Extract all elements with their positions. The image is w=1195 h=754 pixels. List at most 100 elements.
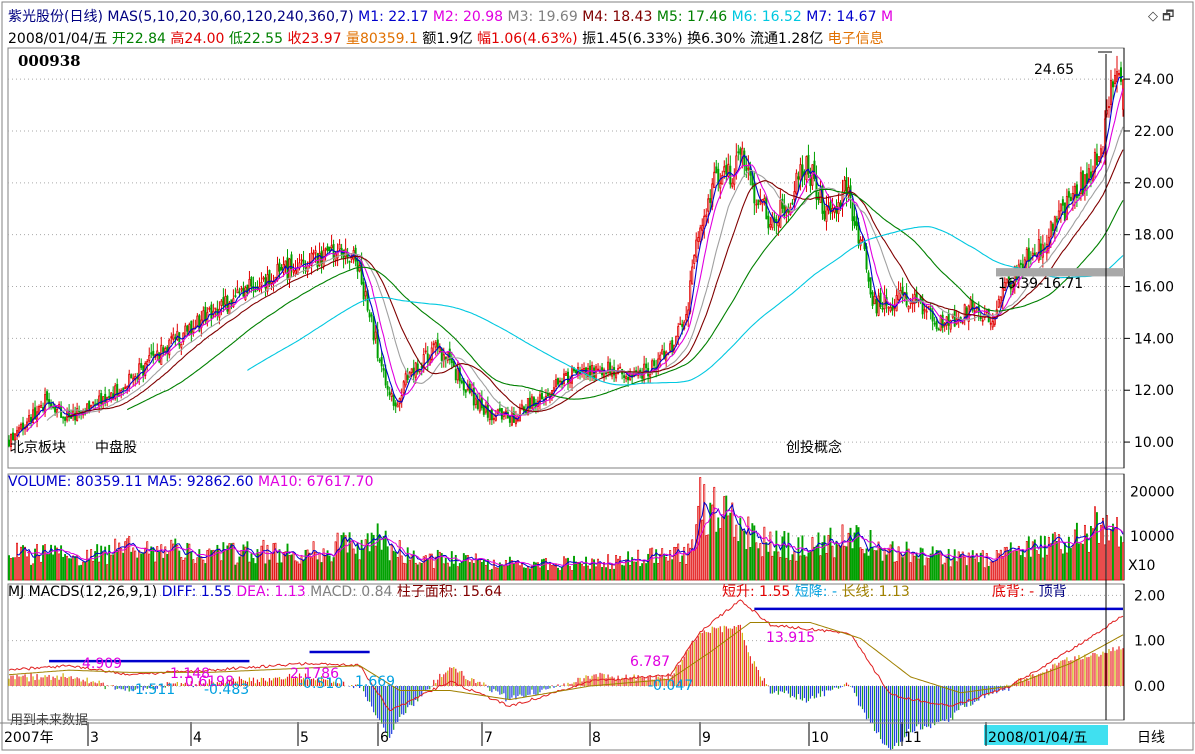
candle-body xyxy=(1039,243,1042,257)
candle-body xyxy=(538,394,541,405)
macd-histogram-bar xyxy=(359,686,361,689)
volume-bar xyxy=(1055,541,1058,581)
macd-histogram-bar xyxy=(755,666,757,686)
macd-histogram-bar xyxy=(34,680,36,686)
volume-bar xyxy=(352,548,355,581)
volume-bar xyxy=(1061,553,1064,581)
macd-histogram-bar xyxy=(1090,655,1092,686)
volume-bar xyxy=(300,556,303,581)
candle-body xyxy=(825,205,828,222)
candle-body xyxy=(54,406,57,413)
candle-body xyxy=(735,155,738,173)
macd-histogram-bar xyxy=(883,686,886,745)
candle-body xyxy=(178,332,181,346)
macd-histogram-bar xyxy=(140,686,142,688)
volume-bar xyxy=(144,547,147,581)
volume-bar xyxy=(973,558,976,581)
macd-histogram-bar xyxy=(990,686,992,693)
volume-bar xyxy=(1049,543,1052,581)
volume-bar xyxy=(643,560,646,581)
macd-histogram-bar xyxy=(1030,674,1032,686)
macd-histogram-bar xyxy=(20,676,22,686)
volume-bar xyxy=(657,563,660,581)
volume-bar xyxy=(1079,543,1082,581)
candle-body xyxy=(669,343,672,351)
volume-bar xyxy=(420,563,423,581)
volume-bar xyxy=(1059,549,1062,581)
macd-histogram-bar xyxy=(308,678,311,686)
period-label[interactable]: 日线 xyxy=(1137,730,1165,746)
volume-bar xyxy=(779,557,782,581)
legend-item: 顶背 xyxy=(1039,584,1067,600)
volume-bar xyxy=(1108,540,1110,581)
volume-bar xyxy=(541,559,543,581)
volume-bar xyxy=(44,544,47,581)
macd-histogram-bar xyxy=(651,679,653,686)
macd-histogram-bar xyxy=(617,675,619,686)
volume-bar xyxy=(446,562,449,581)
concept-label: 创投概念 xyxy=(786,439,842,456)
legend-item: 低22.55 xyxy=(229,31,288,47)
volume-bar xyxy=(28,551,30,581)
volume-bar xyxy=(192,559,195,581)
volume-bar xyxy=(222,542,225,581)
candle-body xyxy=(923,309,926,312)
volume-bar xyxy=(1017,545,1020,581)
volume-bar xyxy=(1045,554,1048,581)
macd-histogram-bar xyxy=(795,686,798,700)
volume-bar xyxy=(907,548,910,581)
candle-body xyxy=(176,330,179,340)
macd-histogram-bar xyxy=(577,677,579,686)
macd-histogram-bar xyxy=(429,686,431,690)
candle-body xyxy=(434,342,437,348)
volume-bar xyxy=(899,552,902,581)
macd-histogram-bar xyxy=(1056,665,1058,686)
legend-item: 幅1.06(4.63%) xyxy=(477,31,582,47)
candle-body xyxy=(280,267,283,271)
legend-item: 换6.30% xyxy=(687,30,750,47)
volume-bar xyxy=(785,557,788,581)
macd-value-label: 2.1786 xyxy=(290,666,339,682)
volume-bar xyxy=(162,557,165,581)
volume-bar xyxy=(1013,549,1016,581)
macd-histogram-bar xyxy=(861,686,864,710)
candle-body xyxy=(609,362,612,374)
volume-bar xyxy=(733,536,736,581)
candle-body xyxy=(330,245,333,249)
volume-bar xyxy=(995,550,998,581)
window-icons[interactable]: ◇ 🗗 xyxy=(1148,9,1174,24)
macd-histogram-bar xyxy=(1028,680,1030,686)
volume-bar xyxy=(801,535,804,581)
macd-histogram-bar xyxy=(56,675,58,686)
candle-body xyxy=(1009,280,1012,290)
volume-bar xyxy=(817,532,820,581)
candle-body xyxy=(358,265,361,272)
macd-histogram-bar xyxy=(825,686,828,691)
macd-histogram-bar xyxy=(575,682,577,686)
candle-body xyxy=(769,223,772,228)
macd-histogram-bar xyxy=(266,681,269,686)
volume-bar xyxy=(729,512,732,581)
volume-bar xyxy=(350,540,353,581)
candle-body xyxy=(208,307,211,310)
candle-body xyxy=(791,202,794,205)
candle-body xyxy=(627,376,630,381)
macd-histogram-bar xyxy=(902,686,904,742)
volume-bar xyxy=(288,555,291,581)
macd-histogram-bar xyxy=(304,673,307,686)
volume-bar xyxy=(771,555,774,581)
candle-body xyxy=(973,310,976,313)
macd-histogram-bar xyxy=(124,686,126,691)
month-label: 8 xyxy=(592,730,601,746)
volume-bar xyxy=(304,549,307,581)
candle-body xyxy=(1099,148,1102,159)
candle-body xyxy=(915,291,918,303)
macd-histogram-bar xyxy=(286,676,289,686)
macd-histogram-bar xyxy=(252,677,255,686)
month-label: 3 xyxy=(90,730,99,746)
volume-bar xyxy=(781,536,784,581)
